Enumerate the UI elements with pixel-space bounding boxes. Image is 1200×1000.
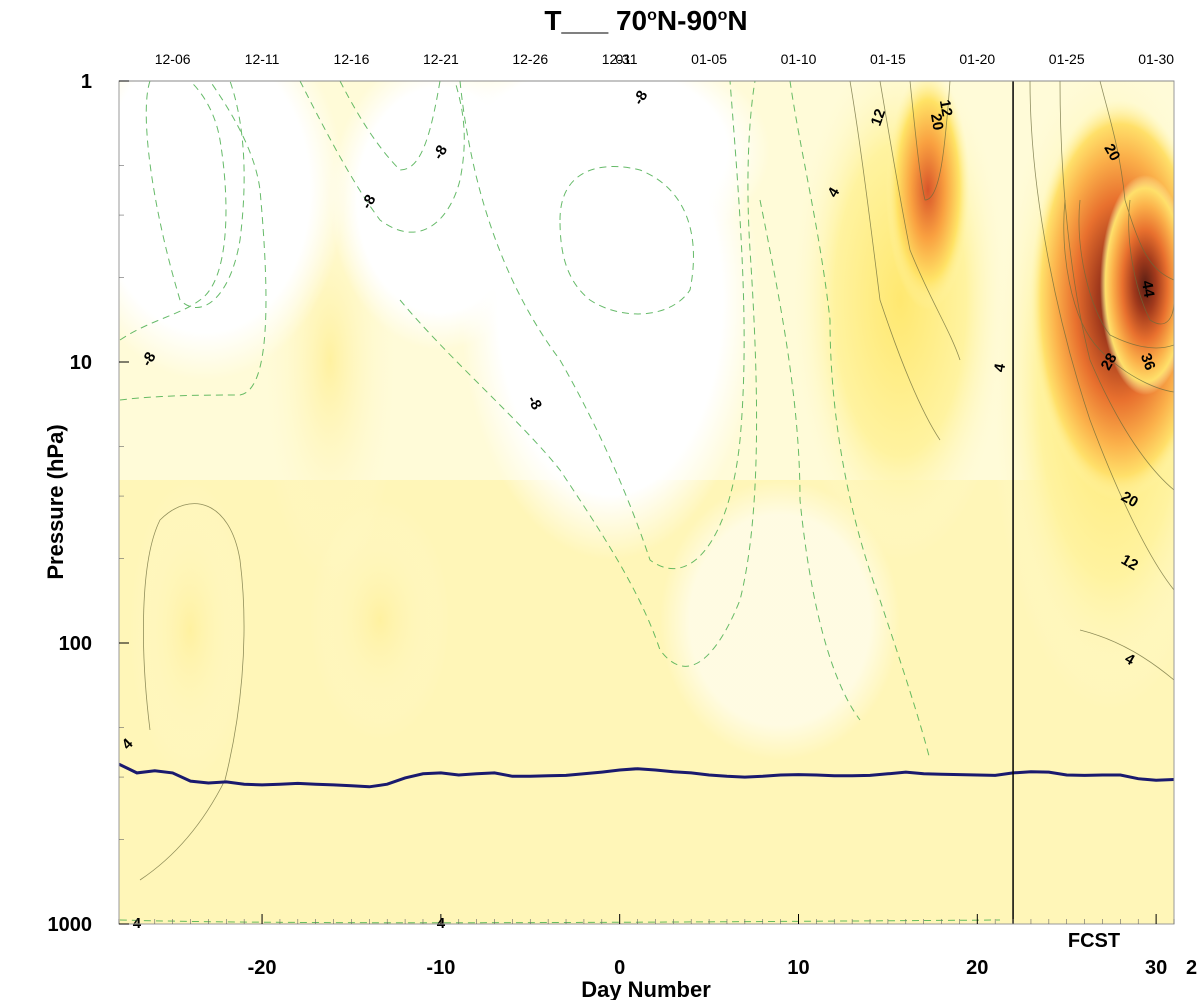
contour-label: 20 (927, 112, 947, 131)
y-tick-label: 10 (70, 352, 92, 374)
contour-label: 20 (1118, 488, 1141, 511)
warm-contour-6 (1063, 199, 1174, 393)
x-edge-tick-label: 2 (1186, 957, 1197, 979)
x-tick-label: 30 (1145, 957, 1167, 979)
top-date-label: 01-25 (1049, 51, 1085, 67)
contour-label: 12 (1118, 551, 1141, 574)
cold-contour-left (119, 81, 267, 401)
contour-label: 20 (1100, 141, 1123, 164)
top-date-label: 01-10 (781, 51, 817, 67)
lower-warm-band (119, 480, 1174, 924)
plot-area (119, 81, 1174, 924)
warm-center-upper-small (886, 81, 970, 310)
contour-label: 4 (991, 362, 1009, 374)
top-date-label: 01-30 (1138, 51, 1174, 67)
warm-center-early (130, 480, 250, 780)
forecast-label: FCST (1068, 930, 1120, 952)
top-date-label: 12-16 (334, 51, 370, 67)
warm-contour-8 (1099, 81, 1174, 281)
warm-contour-7 (1078, 199, 1174, 349)
cold-contour-center-mid (459, 81, 745, 570)
warm-contour-2 (879, 81, 961, 361)
top-date-label: 01-05 (691, 51, 727, 67)
warm-contour-9 (1128, 199, 1174, 325)
x-axis-title: Day Number (581, 977, 711, 1000)
chart-title: T___ 70oN-90oN (544, 5, 747, 36)
x-tick-label: -10 (426, 957, 455, 979)
cold-contour-left-inner2 (145, 81, 245, 308)
contour-label: 4 (133, 915, 142, 932)
warm-contour-4 (1029, 81, 1174, 591)
pale-lower-region (660, 480, 900, 760)
y-tick-label: 1000 (48, 914, 93, 936)
contour-label: 12 (868, 107, 890, 128)
cold-region-upper (430, 81, 770, 260)
x-axis: -20 -10 0 10 20 30 (118, 914, 1175, 979)
cold-contour-center-inner (559, 166, 694, 315)
y-axis-title: Pressure (hPa) (43, 424, 68, 579)
top-date-label: 01-15 (870, 51, 906, 67)
x-tick-label: 10 (787, 957, 809, 979)
cold-contour-right (789, 81, 931, 761)
warm-contour-3 (909, 81, 951, 201)
top-date-label: 01-20 (959, 51, 995, 67)
contour-label: 28 (1098, 350, 1121, 373)
x-tick-label: 0 (614, 957, 625, 979)
contour-label: 12 (936, 98, 956, 117)
contour-label: 44 (1138, 279, 1158, 299)
y-tick-label: 100 (59, 633, 92, 655)
top-date-label: 12-31 (602, 51, 638, 67)
warm-contour-10 (1079, 629, 1174, 681)
cold-contour-mid (299, 81, 465, 233)
warm-contour-1 (849, 81, 941, 441)
cold-contours (119, 81, 1001, 924)
top-date-label: 01 (615, 51, 631, 67)
contour-label: 36 (1137, 351, 1159, 372)
y-tick-label: 1 (81, 71, 92, 93)
top-date-label: 12-06 (155, 51, 191, 67)
cold-contour-bottom (119, 919, 1001, 924)
cold-contour-left-inner (119, 81, 227, 341)
y-axis: 1 10 100 1000 (48, 71, 129, 936)
cold-contour-right2 (759, 199, 861, 721)
warm-contour-5 (1059, 81, 1174, 491)
top-date-label: 12-21 (423, 51, 459, 67)
x-tick-label: 20 (966, 957, 988, 979)
top-date-label: 12-26 (512, 51, 548, 67)
top-date-label: 12-11 (245, 51, 280, 67)
cold-contour-mid2 (339, 81, 441, 171)
cold-region-left (119, 81, 345, 380)
warm-contours (139, 81, 1174, 881)
warm-contour-early (139, 503, 245, 881)
x-tick-label: -20 (248, 957, 277, 979)
tropopause-line (119, 762, 1174, 789)
